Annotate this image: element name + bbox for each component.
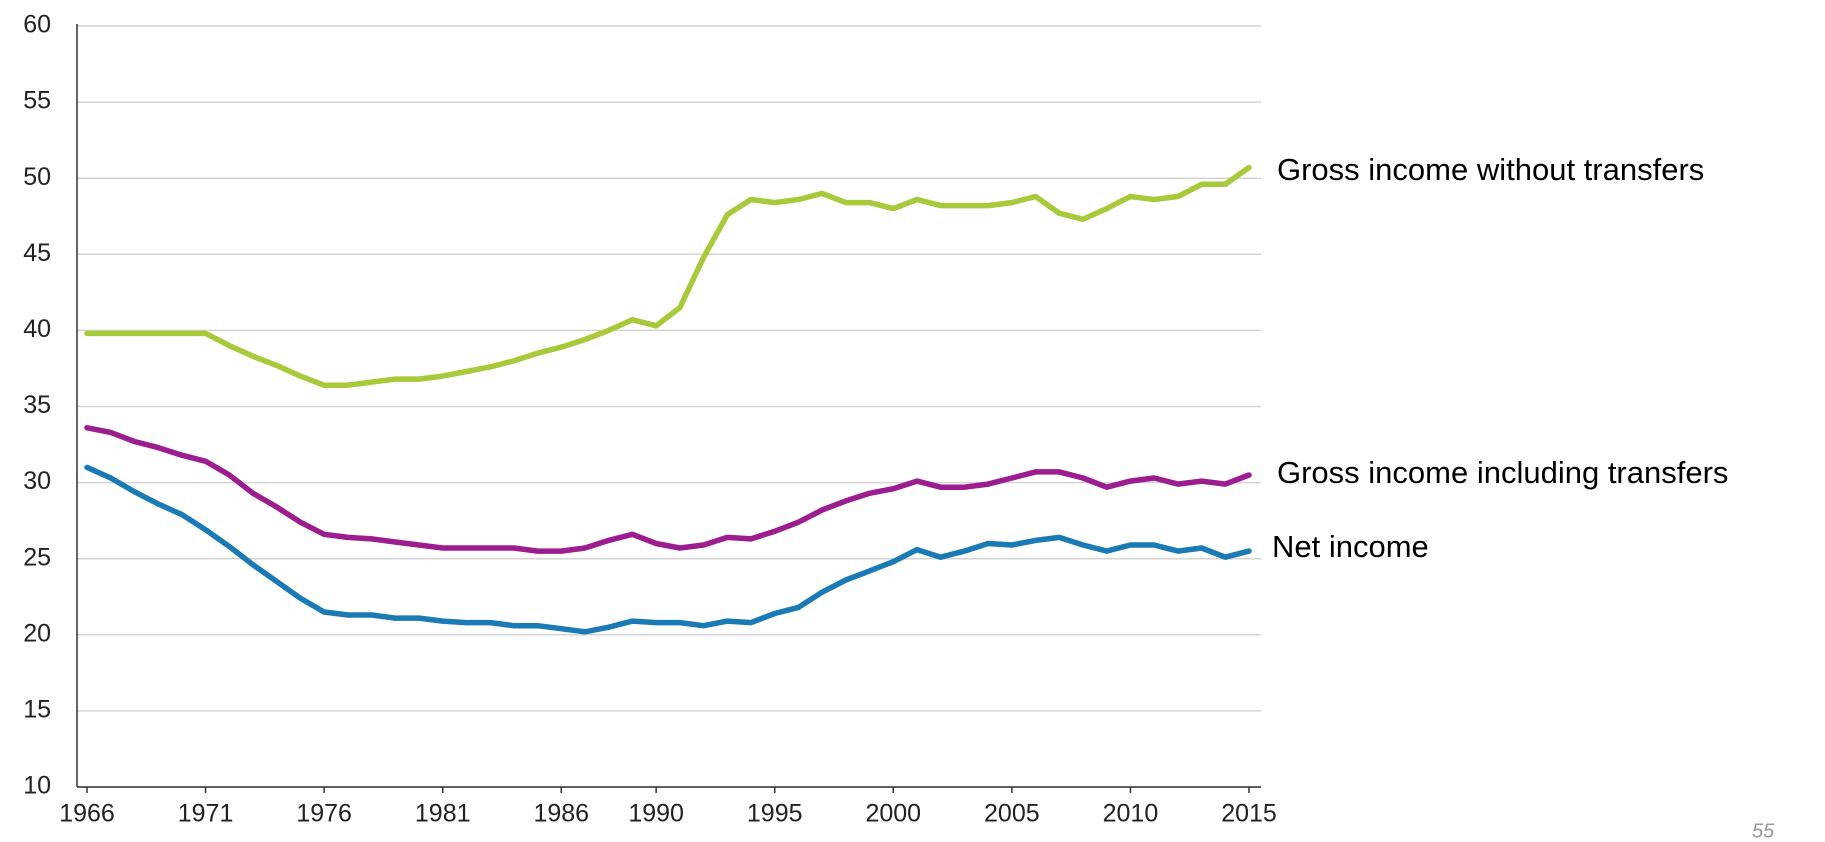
x-tick-label: 2015 — [1221, 800, 1277, 828]
series-label: Net income — [1272, 529, 1429, 564]
y-tick-label: 30 — [23, 467, 51, 495]
y-tick-label: 60 — [23, 11, 51, 39]
series-line — [84, 164, 1252, 388]
x-tick-label: 1981 — [415, 800, 471, 828]
series-line — [84, 425, 1252, 554]
y-tick-label: 10 — [23, 772, 51, 800]
y-tick-label: 15 — [23, 696, 51, 724]
x-tick-label: 1995 — [747, 800, 803, 828]
series-label: Gross income including transfers — [1277, 455, 1728, 490]
y-tick-label: 55 — [23, 87, 51, 115]
x-tick-label: 1990 — [628, 800, 684, 828]
y-tick-label: 35 — [23, 391, 51, 419]
x-tick-label: 1986 — [533, 800, 589, 828]
series-line — [84, 464, 1252, 635]
x-tick-label: 2005 — [984, 800, 1040, 828]
series-label: Gross income without transfers — [1277, 152, 1704, 187]
y-tick-label: 25 — [23, 543, 51, 571]
y-tick-label: 45 — [23, 239, 51, 267]
page-number: 55 — [1752, 820, 1775, 842]
y-tick-label: 50 — [23, 163, 51, 191]
y-tick-label: 20 — [23, 619, 51, 647]
x-tick-label: 1976 — [296, 800, 352, 828]
x-tick-label: 2010 — [1103, 800, 1159, 828]
y-tick-label: 40 — [23, 315, 51, 343]
x-tick-label: 2000 — [865, 800, 921, 828]
x-tick-label: 1966 — [59, 800, 115, 828]
x-tick-label: 1971 — [178, 800, 234, 828]
